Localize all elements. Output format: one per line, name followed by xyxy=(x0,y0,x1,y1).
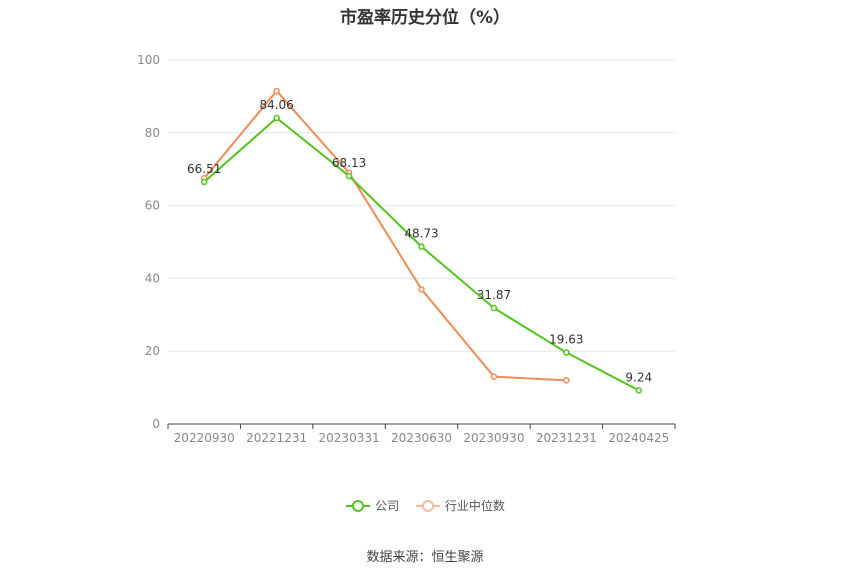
legend-item-company[interactable]: 公司 xyxy=(345,497,399,514)
data-label: 31.87 xyxy=(477,288,511,302)
x-tick-label: 20230630 xyxy=(391,431,452,445)
x-tick-label: 20221231 xyxy=(246,431,307,445)
y-tick-label: 40 xyxy=(145,271,160,285)
legend-item-industry-median[interactable]: 行业中位数 xyxy=(415,497,505,514)
data-point xyxy=(563,349,570,356)
y-tick-label: 60 xyxy=(145,199,160,213)
data-point xyxy=(345,172,353,180)
series-line-1 xyxy=(203,89,567,382)
legend-label-industry-median: 行业中位数 xyxy=(444,499,505,513)
axes: 0 20 40 60 80 100 20220930 20221231 20230331 2023… xyxy=(137,53,676,445)
legend-label-company: 公司 xyxy=(375,499,400,513)
data-labels: 66.51 84.06 68.13 48.73 31.87 19.63 9.24 xyxy=(187,98,652,384)
x-tick-label: 20231231 xyxy=(536,431,597,445)
x-tick-label: 20230331 xyxy=(319,431,380,445)
data-point xyxy=(418,286,425,293)
data-label: 66.51 xyxy=(187,162,221,176)
y-tick-label: 80 xyxy=(145,126,160,140)
grid-lines xyxy=(168,59,675,352)
data-point xyxy=(490,304,498,312)
data-point xyxy=(635,387,643,394)
y-tick-label: 100 xyxy=(137,53,160,67)
y-tick-label: 0 xyxy=(152,417,160,431)
data-label: 84.06 xyxy=(259,98,293,112)
legend: 公司 行业中位数 xyxy=(0,497,850,516)
y-tick-label: 20 xyxy=(145,344,160,358)
data-point xyxy=(490,373,498,380)
data-label: 48.73 xyxy=(404,227,438,241)
x-tick-label: 20220930 xyxy=(174,431,235,445)
data-label: 19.63 xyxy=(549,333,583,347)
x-tick-label: 20240425 xyxy=(608,431,669,445)
data-point xyxy=(418,243,425,250)
data-point xyxy=(273,87,280,95)
legend-marker-company-icon xyxy=(346,499,371,512)
series-lines xyxy=(200,87,643,394)
data-source-note: 数据来源：恒生聚源 xyxy=(366,550,484,565)
data-point xyxy=(273,114,280,122)
data-point xyxy=(200,178,208,186)
x-tick-label: 20230930 xyxy=(463,431,524,445)
series-line-0 xyxy=(203,117,640,392)
chart-title: 市盈率历史分位（%） xyxy=(339,8,511,28)
data-point xyxy=(563,377,570,384)
data-label: 68.13 xyxy=(332,156,366,170)
data-label: 9.24 xyxy=(625,370,652,384)
legend-marker-industry-icon xyxy=(415,499,440,512)
